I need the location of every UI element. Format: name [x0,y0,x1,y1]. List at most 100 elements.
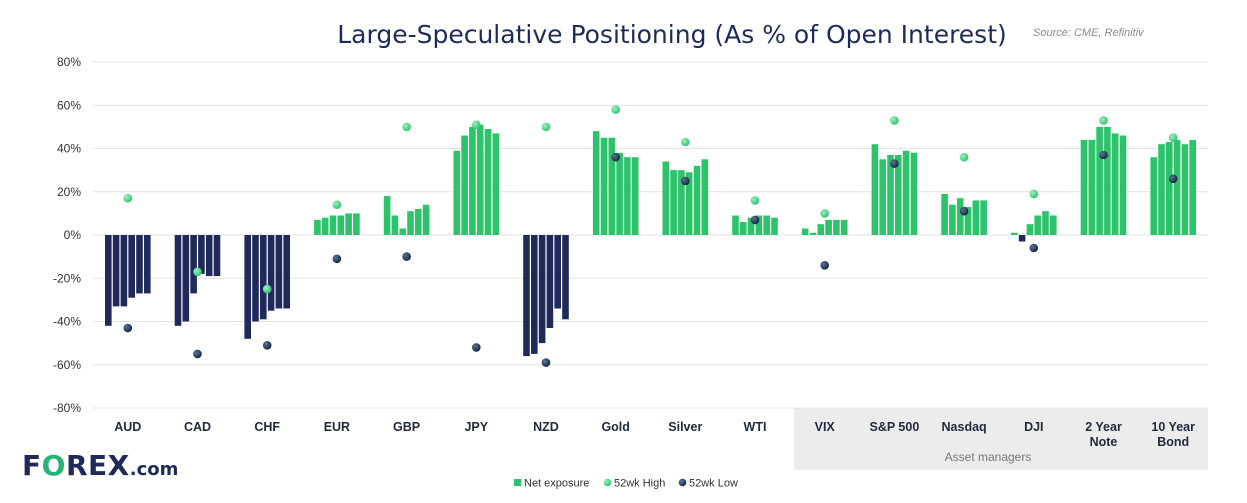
high-52wk-marker [332,200,342,209]
net-exposure-bar [616,152,623,235]
net-exposure-bar [1088,139,1096,235]
category-label: 2 Year [1085,420,1122,434]
category-label: GBP [393,420,420,434]
y-axis: 80% 60% 40% 20% 0% -20% -40% -60% -80% [53,55,81,415]
category-label: VIX [815,420,836,434]
category-label: CHF [254,420,280,434]
net-exposure-bar [941,193,948,235]
logo-suffix: .com [129,459,179,480]
net-exposure-bar [980,200,987,235]
category-label: 10 Year [1151,420,1195,434]
category-label: S&P 500 [869,420,919,434]
net-exposure-bar [833,219,840,235]
high-52wk-marker [750,196,760,205]
net-exposure-bar [128,235,135,298]
net-exposure-bar [476,124,484,235]
high-52wk-marker [820,209,829,218]
logo-brand: FOREX [22,449,130,482]
high-52wk-marker [472,120,481,129]
legend-label: Net exposure [524,478,589,490]
net-exposure-bar [391,215,399,235]
net-exposure-bar [469,126,476,235]
grid-lines [93,61,1208,409]
y-tick-label: 80% [57,55,81,69]
net-exposure-bar [260,235,267,320]
y-tick-label: 40% [57,142,81,156]
net-exposure-bar [562,235,569,320]
net-exposure-bar [453,150,461,235]
low-52wk-marker [123,323,133,333]
net-exposure-bar [771,217,778,235]
net-exposure-bar [809,232,817,235]
net-exposure-bar [662,161,670,235]
legend-label: 52wk Low [689,478,738,490]
net-exposure-bar [1150,157,1157,235]
net-exposure-bar [415,209,422,235]
net-exposure-bar [1158,144,1165,235]
low-52wk-marker [681,176,690,186]
high-52wk-marker [193,267,202,277]
chart-source: Source: CME, Refinitiv [1033,27,1145,39]
net-exposure-bar [205,235,213,277]
net-exposure-bar [329,215,337,235]
net-exposure-bar [244,235,251,339]
net-exposure-bar [314,219,321,235]
net-exposure-bar [275,235,283,309]
net-exposure-bar [670,170,677,235]
net-exposure-bar [964,206,972,235]
low-52wk-marker [193,349,202,359]
net-exposure-bar [1189,139,1196,235]
net-exposure-bar [531,235,538,354]
net-exposure-bar [592,131,600,235]
net-exposure-bar [763,215,770,235]
net-exposure-bar [554,235,561,309]
net-exposure-bar [678,170,685,235]
category-label: CAD [184,420,211,434]
net-exposure-bar [624,157,631,235]
y-tick-label: 20% [57,185,81,199]
category-label: NZD [533,420,559,434]
net-exposure-bar [182,235,190,322]
net-exposure-bar [267,235,275,311]
low-52wk-marker [1099,150,1108,160]
net-exposure-bar [321,217,329,235]
low-52wk-marker [332,254,342,264]
high-52wk-marker [611,105,620,114]
group-label: Asset managers [945,450,1032,464]
net-exposure-bar [174,235,182,326]
net-exposure-bar [105,235,112,326]
high-52wk-marker [541,122,551,132]
net-exposure-bar [461,135,468,235]
low-52wk-marker [262,341,272,350]
net-exposure-bar [1018,235,1026,242]
high-52wk-marker [1168,133,1178,142]
net-exposure-bar [213,235,221,277]
net-exposure-bar [422,204,430,235]
high-52wk-marker [959,152,969,162]
y-tick-label: -60% [53,358,81,372]
net-exposure-bar [817,224,825,235]
net-exposure-bar [608,137,616,235]
net-exposure-bar [1173,139,1181,235]
low-52wk-marker [472,343,481,352]
net-exposure-bar [1011,232,1018,235]
net-exposure-bar [732,215,739,235]
high-52wk-marker [262,284,272,294]
net-exposure-bar [538,235,546,344]
category-label: EUR [324,420,350,434]
high-52wk-marker [1099,116,1108,125]
net-exposure-bar [1111,133,1119,235]
net-exposure-bar [1181,144,1189,235]
high-52wk-marker [890,116,899,125]
markers [123,105,1178,367]
low-52wk-marker [820,261,829,270]
category-label: Silver [668,420,702,434]
net-exposure-bar [693,165,701,235]
asset-managers-panel [794,408,1208,470]
net-exposure-bar [1034,215,1041,235]
y-tick-label: 0% [64,228,82,242]
category-label: JPY [464,420,488,434]
net-exposure-bar [887,155,894,235]
net-exposure-bar [902,150,910,235]
